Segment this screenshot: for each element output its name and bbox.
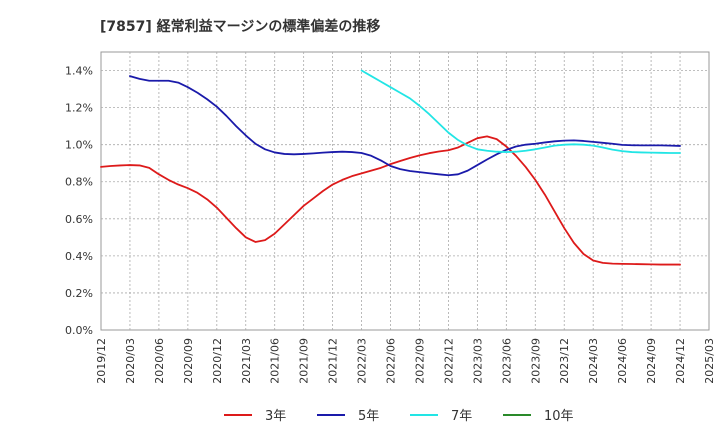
grid-lines xyxy=(101,52,709,330)
plot-area xyxy=(100,51,710,331)
x-tick-label: 2025/03 xyxy=(703,338,716,384)
x-tick-label: 2024/12 xyxy=(674,338,687,384)
x-tick-label: 2023/03 xyxy=(471,338,484,384)
legend-item-2: 5年 xyxy=(317,409,379,424)
legend-label: 7年 xyxy=(451,409,472,424)
y-tick-label: 0.2% xyxy=(65,287,93,300)
y-tick-label: 0.6% xyxy=(65,213,93,226)
series-group xyxy=(100,69,681,266)
x-tick-label: 2024/03 xyxy=(587,338,600,384)
y-tick-label: 1.2% xyxy=(65,102,93,115)
x-tick-label: 2020/06 xyxy=(153,338,166,384)
x-axis: 2019/12 2020/03 2020/06 2020/09 2020/12 2021/… xyxy=(95,338,716,384)
x-tick-label: 2021/03 xyxy=(240,338,253,384)
x-tick-label: 2022/12 xyxy=(442,338,455,384)
y-tick-label: 1.0% xyxy=(65,139,93,152)
x-tick-label: 2021/09 xyxy=(298,338,311,384)
chart-title: [7857] 経常利益マージンの標準偏差の推移 xyxy=(100,18,380,35)
y-axis: 0.0% 0.2% 0.4% 0.6% 0.8% 1.0% 1.2% 1.4% xyxy=(65,65,93,337)
legend-label: 3年 xyxy=(265,409,286,424)
series-line-2 xyxy=(129,75,681,177)
legend-label: 10年 xyxy=(544,409,574,424)
x-tick-label: 2023/06 xyxy=(500,338,513,384)
x-tick-label: 2021/12 xyxy=(327,338,340,384)
series-line-1 xyxy=(100,135,681,266)
x-tick-label: 2022/03 xyxy=(356,338,369,384)
x-tick-label: 2023/09 xyxy=(529,338,542,384)
legend-item-1: 3年 xyxy=(224,409,286,424)
x-tick-label: 2022/09 xyxy=(413,338,426,384)
legend-item-3: 7年 xyxy=(410,409,472,424)
x-tick-label: 2020/03 xyxy=(124,338,137,384)
x-tick-label: 2020/09 xyxy=(182,338,195,384)
x-tick-label: 2019/12 xyxy=(95,338,108,384)
x-tick-label: 2024/09 xyxy=(645,338,658,384)
x-tick-label: 2022/06 xyxy=(385,338,398,384)
x-tick-label: 2021/06 xyxy=(269,338,282,384)
y-tick-label: 1.4% xyxy=(65,65,93,78)
series-line-3 xyxy=(360,69,681,154)
x-tick-label: 2020/12 xyxy=(211,338,224,384)
y-tick-label: 0.4% xyxy=(65,250,93,263)
x-tick-label: 2024/06 xyxy=(616,338,629,384)
legend-item-4: 10年 xyxy=(503,409,574,424)
x-tick-label: 2023/12 xyxy=(558,338,571,384)
legend-label: 5年 xyxy=(358,409,379,424)
legend: 3年 5年 7年 10年 xyxy=(224,409,574,424)
y-tick-label: 0.0% xyxy=(65,324,93,337)
y-tick-label: 0.8% xyxy=(65,176,93,189)
